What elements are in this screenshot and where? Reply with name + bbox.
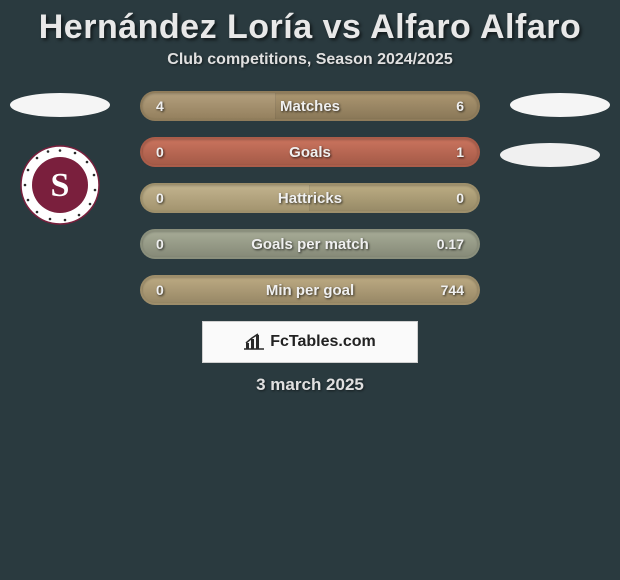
comparison-panel: S 4Matches60Goals10Hattricks00Goals per … — [0, 91, 620, 395]
player-left-avatar — [10, 93, 110, 117]
page-subtitle: Club competitions, Season 2024/2025 — [0, 51, 620, 69]
player-right-avatar — [510, 93, 610, 117]
bar-row: 0Goals per match0.17 — [140, 229, 480, 259]
chart-icon — [244, 333, 264, 351]
bar-label: Hattricks — [142, 185, 478, 211]
bar-label: Goals — [142, 139, 478, 165]
bar-val-right: 1 — [456, 139, 464, 165]
bar-val-right: 0 — [456, 185, 464, 211]
comparison-bars: 4Matches60Goals10Hattricks00Goals per ma… — [140, 91, 480, 305]
bar-row: 0Goals1 — [140, 137, 480, 167]
bar-row: 0Min per goal744 — [140, 275, 480, 305]
bar-label: Goals per match — [142, 231, 478, 257]
bar-val-right: 744 — [441, 277, 464, 303]
team-left-badge: S — [20, 145, 100, 225]
site-branding[interactable]: FcTables.com — [202, 321, 418, 363]
svg-text:S: S — [51, 167, 70, 204]
bar-row: 4Matches6 — [140, 91, 480, 121]
bar-row: 0Hattricks0 — [140, 183, 480, 213]
report-date: 3 march 2025 — [8, 375, 612, 395]
bar-label: Min per goal — [142, 277, 478, 303]
team-right-badge — [500, 143, 600, 167]
site-name: FcTables.com — [270, 333, 376, 351]
page-title: Hernández Loría vs Alfaro Alfaro — [0, 0, 620, 51]
bar-label: Matches — [142, 93, 478, 119]
bar-val-right: 0.17 — [437, 231, 464, 257]
bar-val-right: 6 — [456, 93, 464, 119]
